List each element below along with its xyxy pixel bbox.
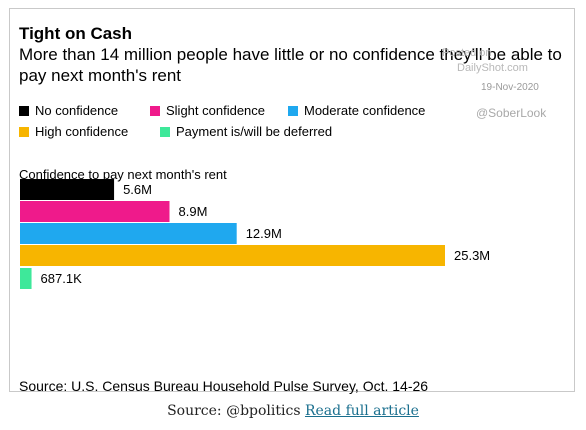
bar-high-confidence xyxy=(20,245,445,266)
legend-item-no-confidence: No confidence xyxy=(19,103,118,118)
bar-moderate-confidence xyxy=(20,223,237,244)
watermark-posted-on: Posted on xyxy=(442,47,492,59)
legend-label: High confidence xyxy=(35,124,129,139)
legend-label: No confidence xyxy=(35,103,119,118)
legend-swatch xyxy=(19,127,29,137)
legend-label: Moderate confidence xyxy=(304,103,426,118)
bar-label-slight-confidence: 8.9M xyxy=(179,204,208,219)
legend-item-slight-confidence: Slight confidence xyxy=(150,103,265,118)
footer: Source: @bpolitics Read full article xyxy=(0,403,586,419)
bar-label-high-confidence: 25.3M xyxy=(454,248,490,263)
chart-subtitle: More than 14 million people have little … xyxy=(19,45,562,85)
bar-payment-deferred xyxy=(20,268,32,289)
chart-title: Tight on Cash xyxy=(19,24,133,43)
chart-axis-title: Confidence to pay next month's rent xyxy=(19,167,227,182)
legend-swatch xyxy=(288,106,298,116)
legend-item-moderate-confidence: Moderate confidence xyxy=(288,103,425,118)
footer-source: Source: @bpolitics xyxy=(167,403,301,419)
chart-card: Tight on Cash More than 14 million peopl… xyxy=(9,8,575,394)
watermark-site: DailyShot.com xyxy=(457,62,528,74)
legend-item-high-confidence: High confidence xyxy=(19,124,128,139)
bar-chart: 5.6M 8.9M 12.9M 25.3M 687.1K xyxy=(20,179,490,289)
legend-item-payment-deferred: Payment is/will be deferred xyxy=(160,124,332,139)
bar-label-moderate-confidence: 12.9M xyxy=(246,226,282,241)
bar-label-payment-deferred: 687.1K xyxy=(41,271,83,286)
legend-label: Payment is/will be deferred xyxy=(176,124,333,139)
legend-swatch xyxy=(19,106,29,116)
bar-label-no-confidence: 5.6M xyxy=(123,182,152,197)
legend-swatch xyxy=(160,127,170,137)
watermark-date: 19-Nov-2020 xyxy=(481,82,539,93)
bar-slight-confidence xyxy=(20,201,170,222)
chart-source: Source: U.S. Census Bureau Household Pul… xyxy=(19,378,429,394)
legend-swatch xyxy=(150,106,160,116)
read-full-article-link[interactable]: Read full article xyxy=(304,403,419,419)
watermark-handle: @SoberLook xyxy=(476,106,547,120)
bar-no-confidence xyxy=(20,179,115,200)
legend-label: Slight confidence xyxy=(166,103,266,118)
